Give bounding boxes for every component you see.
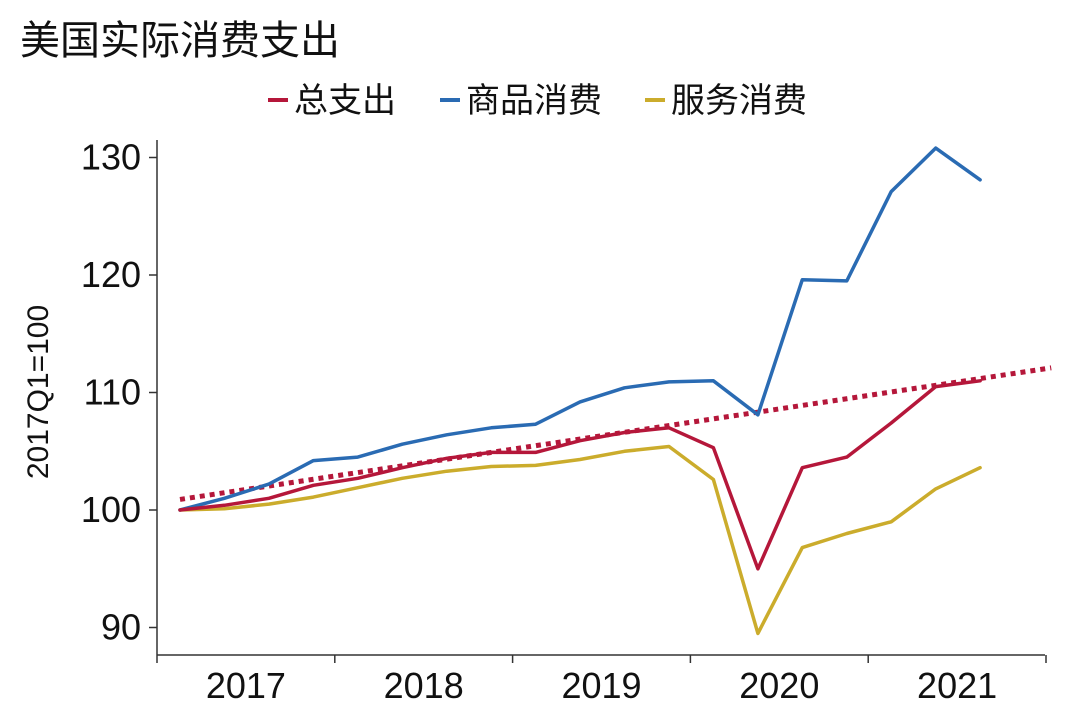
y-tick-label: 90 — [101, 607, 141, 648]
chart-title: 美国实际消费支出 — [20, 18, 340, 64]
legend: 总支出 商品消费 服务消费 — [268, 81, 807, 121]
y-tick-label: 110 — [84, 372, 141, 413]
y-axis-ticks: 90 100 110 120 130 — [81, 137, 157, 648]
y-tick-label: 130 — [81, 137, 141, 178]
x-tick-label: 2020 — [739, 665, 819, 706]
x-tick-label: 2017 — [206, 665, 286, 706]
legend-label: 总支出 — [294, 81, 396, 121]
x-tick-label: 2021 — [917, 665, 997, 706]
x-axis-ticks: 2017 2018 2019 2020 2021 — [156, 655, 1047, 706]
x-tick-label: 2018 — [384, 665, 464, 706]
y-tick-label: 100 — [81, 489, 141, 530]
series-line-0 — [178, 379, 982, 571]
y-tick-label: 120 — [81, 254, 141, 295]
x-tick-label: 2019 — [561, 665, 641, 706]
y-axis-label: 2017Q1=100 — [22, 305, 55, 479]
series-line-1 — [178, 146, 982, 512]
series-line-2 — [178, 444, 982, 636]
legend-label: 服务消费 — [671, 81, 807, 121]
axes — [156, 140, 1045, 656]
series-layer — [178, 146, 982, 636]
legend-label: 商品消费 — [466, 81, 602, 121]
